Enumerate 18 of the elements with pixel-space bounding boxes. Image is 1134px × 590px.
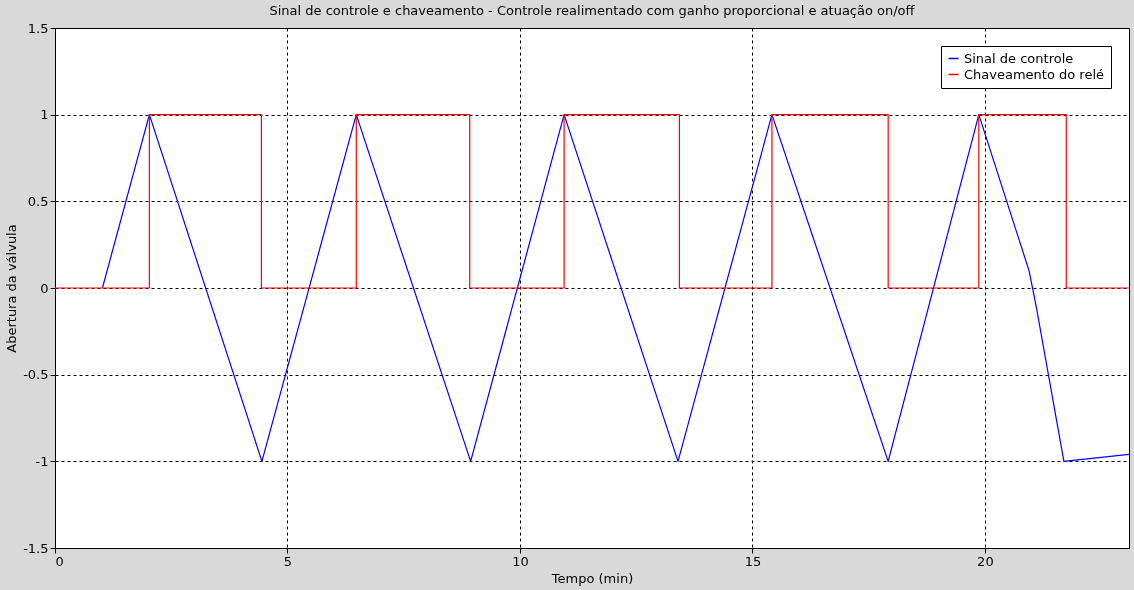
y-tick-label: -1.5	[23, 540, 49, 556]
y-tick-label: 0.5	[27, 193, 49, 209]
line-series	[101, 114, 1129, 462]
x-axis-title: Tempo (min)	[550, 570, 634, 586]
chart-title: Sinal de controle e chaveamento - Controle realimentado com ganho proporcional e atuação on/off	[269, 3, 916, 18]
x-tick-label: 20	[977, 553, 994, 569]
y-tick-label: -1	[35, 453, 49, 469]
x-tick-label: 5	[283, 553, 293, 569]
y-tick-label: 0	[40, 280, 49, 296]
y-tick-label: -0.5	[23, 367, 49, 383]
x-tick-label: 10	[512, 553, 529, 569]
y-tick-label: 1	[40, 107, 49, 123]
y-axis-title: Abertura da válvula	[4, 224, 20, 353]
x-tick-label: 15	[744, 553, 762, 569]
y-tick-label: 1.5	[27, 20, 49, 36]
legend-label: Chaveamento do relé	[964, 66, 1105, 82]
x-tick-label: 0	[55, 553, 64, 569]
legend-label: Sinal de controle	[964, 50, 1074, 66]
